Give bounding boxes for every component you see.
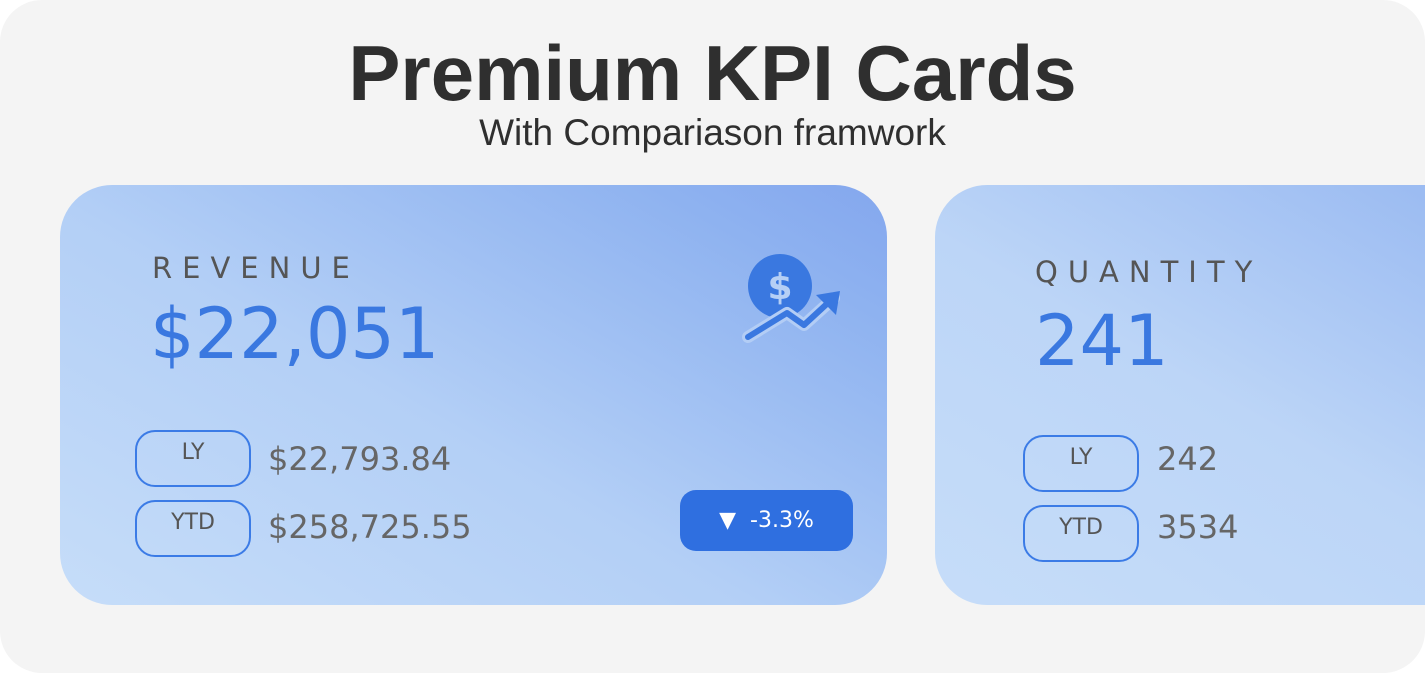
- kpi-card-revenue[interactable]: REVENUE $22,051 $ LY $22,793.84 YTD $258…: [60, 185, 887, 605]
- kpi-label: QUANTITY: [1035, 255, 1263, 289]
- page-subtitle: With Compariason framwork: [479, 112, 946, 153]
- ly-value: $22,793.84: [268, 440, 452, 478]
- dollar-trend-up-icon: $: [742, 254, 840, 343]
- ly-pill: LY: [1023, 435, 1139, 492]
- kpi-card-quantity[interactable]: QUANTITY 241 LY 242 YTD 3534: [935, 185, 1425, 605]
- ly-pill: LY: [135, 430, 251, 487]
- ytd-pill: YTD: [1023, 505, 1139, 562]
- svg-text:$: $: [767, 267, 792, 308]
- kpi-label: REVENUE: [152, 251, 360, 285]
- change-value: -3.3%: [750, 508, 814, 533]
- change-badge: ▼ -3.3%: [680, 490, 853, 551]
- ytd-pill: YTD: [135, 500, 251, 557]
- ly-value: 242: [1157, 440, 1219, 478]
- ytd-value: $258,725.55: [268, 508, 472, 546]
- kpi-value: $22,051: [150, 293, 440, 375]
- kpi-value: 241: [1035, 300, 1169, 382]
- ytd-value: 3534: [1157, 508, 1239, 546]
- down-arrow-icon: ▼: [719, 508, 737, 533]
- page-title: Premium KPI Cards: [348, 29, 1077, 117]
